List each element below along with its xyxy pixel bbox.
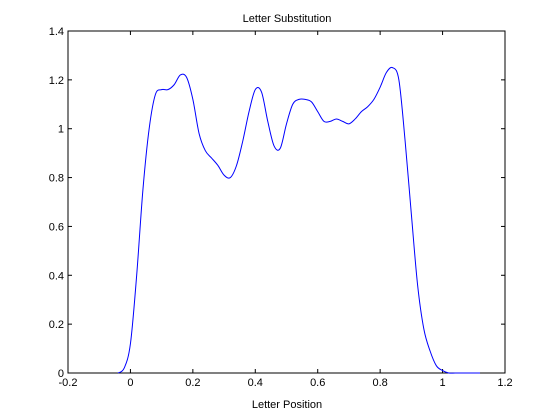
chart-title: Letter Substitution <box>243 13 332 25</box>
x-tick-label: 0.2 <box>185 377 200 389</box>
y-tick-label: 1.4 <box>49 26 64 38</box>
y-tick-label: 1.2 <box>49 75 64 87</box>
x-tick-label: 0.8 <box>372 377 387 389</box>
x-tick-label: 1.2 <box>497 377 512 389</box>
y-tick-label: 0.2 <box>49 319 64 331</box>
y-tick-label: 0.6 <box>49 221 64 233</box>
x-tick-label: -0.2 <box>59 377 78 389</box>
x-tick-label: 0.6 <box>310 377 325 389</box>
x-tick-label: 1 <box>440 377 446 389</box>
y-tick-label: 0 <box>58 368 64 380</box>
plot-area <box>67 30 506 374</box>
x-tick-label: 0.4 <box>248 377 263 389</box>
x-axis-label: Letter Position <box>252 399 322 411</box>
y-tick-label: 0.8 <box>49 173 64 185</box>
series-line <box>117 66 481 374</box>
x-tick-label: 0 <box>127 377 133 389</box>
y-tick-label: 1 <box>58 124 64 136</box>
y-tick-label: 0.4 <box>49 270 64 282</box>
axis-tick-labels: -0.2 0 0.2 0.4 0.6 0.8 1 1.200.20.40.60.811.21.… <box>49 26 513 389</box>
